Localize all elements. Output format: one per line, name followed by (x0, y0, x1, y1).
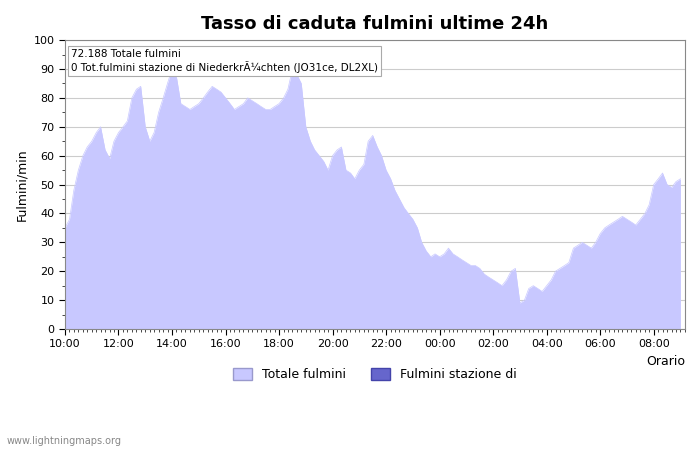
X-axis label: Orario: Orario (646, 355, 685, 368)
Legend: Totale fulmini, Fulmini stazione di: Totale fulmini, Fulmini stazione di (228, 363, 522, 387)
Y-axis label: Fulmini/min: Fulmini/min (15, 148, 28, 221)
Title: Tasso di caduta fulmini ultime 24h: Tasso di caduta fulmini ultime 24h (202, 15, 549, 33)
Text: www.lightningmaps.org: www.lightningmaps.org (7, 436, 122, 446)
Text: 72.188 Totale fulmini
0 Tot.fulmini stazione di NiederkrÃ¼chten (JO31ce, DL2XL): 72.188 Totale fulmini 0 Tot.fulmini staz… (71, 49, 378, 72)
